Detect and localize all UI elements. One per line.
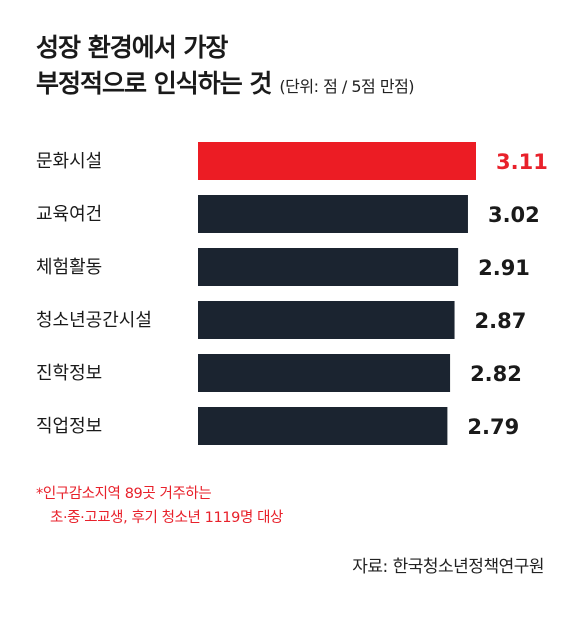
chart-title-line2: 부정적으로 인식하는 것 (36, 69, 272, 98)
category-label: 교육여건 (36, 204, 102, 225)
chart-title-line2-row: 부정적으로 인식하는 것 (단위: 점 / 5점 만점) (36, 66, 415, 105)
bar-chart: 문화시설 3.11 교육여건 3.02 체험활동 2.91 청소년공간시설 2.87 진학정보 2… (36, 142, 548, 445)
bar (198, 142, 476, 180)
value-label: 2.91 (478, 256, 530, 280)
survey-note-line2: 초·중·고교생, 후기 청소년 1119명 대상 (50, 510, 283, 526)
bar (198, 195, 468, 233)
chart-title-line1: 성장 환경에서 가장 (36, 33, 228, 62)
value-label: 3.11 (496, 150, 548, 174)
value-label: 2.87 (475, 309, 527, 333)
bar (198, 248, 459, 286)
unit-note: (단위: 점 / 5점 만점) (279, 77, 415, 96)
chart-title-block: 성장 환경에서 가장 부정적으로 인식하는 것 (단위: 점 / 5점 만점) (36, 30, 415, 105)
value-label: 2.79 (467, 415, 519, 439)
bar (198, 354, 451, 392)
bar (198, 407, 448, 445)
category-label: 직업정보 (36, 416, 102, 437)
category-label: 체험활동 (36, 257, 102, 278)
value-label: 2.82 (470, 362, 522, 386)
survey-note-line1: *인구감소지역 89곳 거주하는 (36, 486, 212, 502)
value-label: 3.02 (488, 203, 540, 227)
category-label: 문화시설 (36, 151, 102, 172)
category-label: 진학정보 (36, 363, 102, 384)
bar (198, 301, 455, 339)
source-credit: 자료: 한국청소년정책연구원 (352, 557, 544, 577)
survey-note: *인구감소지역 89곳 거주하는 초·중·고교생, 후기 청소년 1119명 대… (36, 482, 283, 530)
category-label: 청소년공간시설 (36, 310, 152, 331)
